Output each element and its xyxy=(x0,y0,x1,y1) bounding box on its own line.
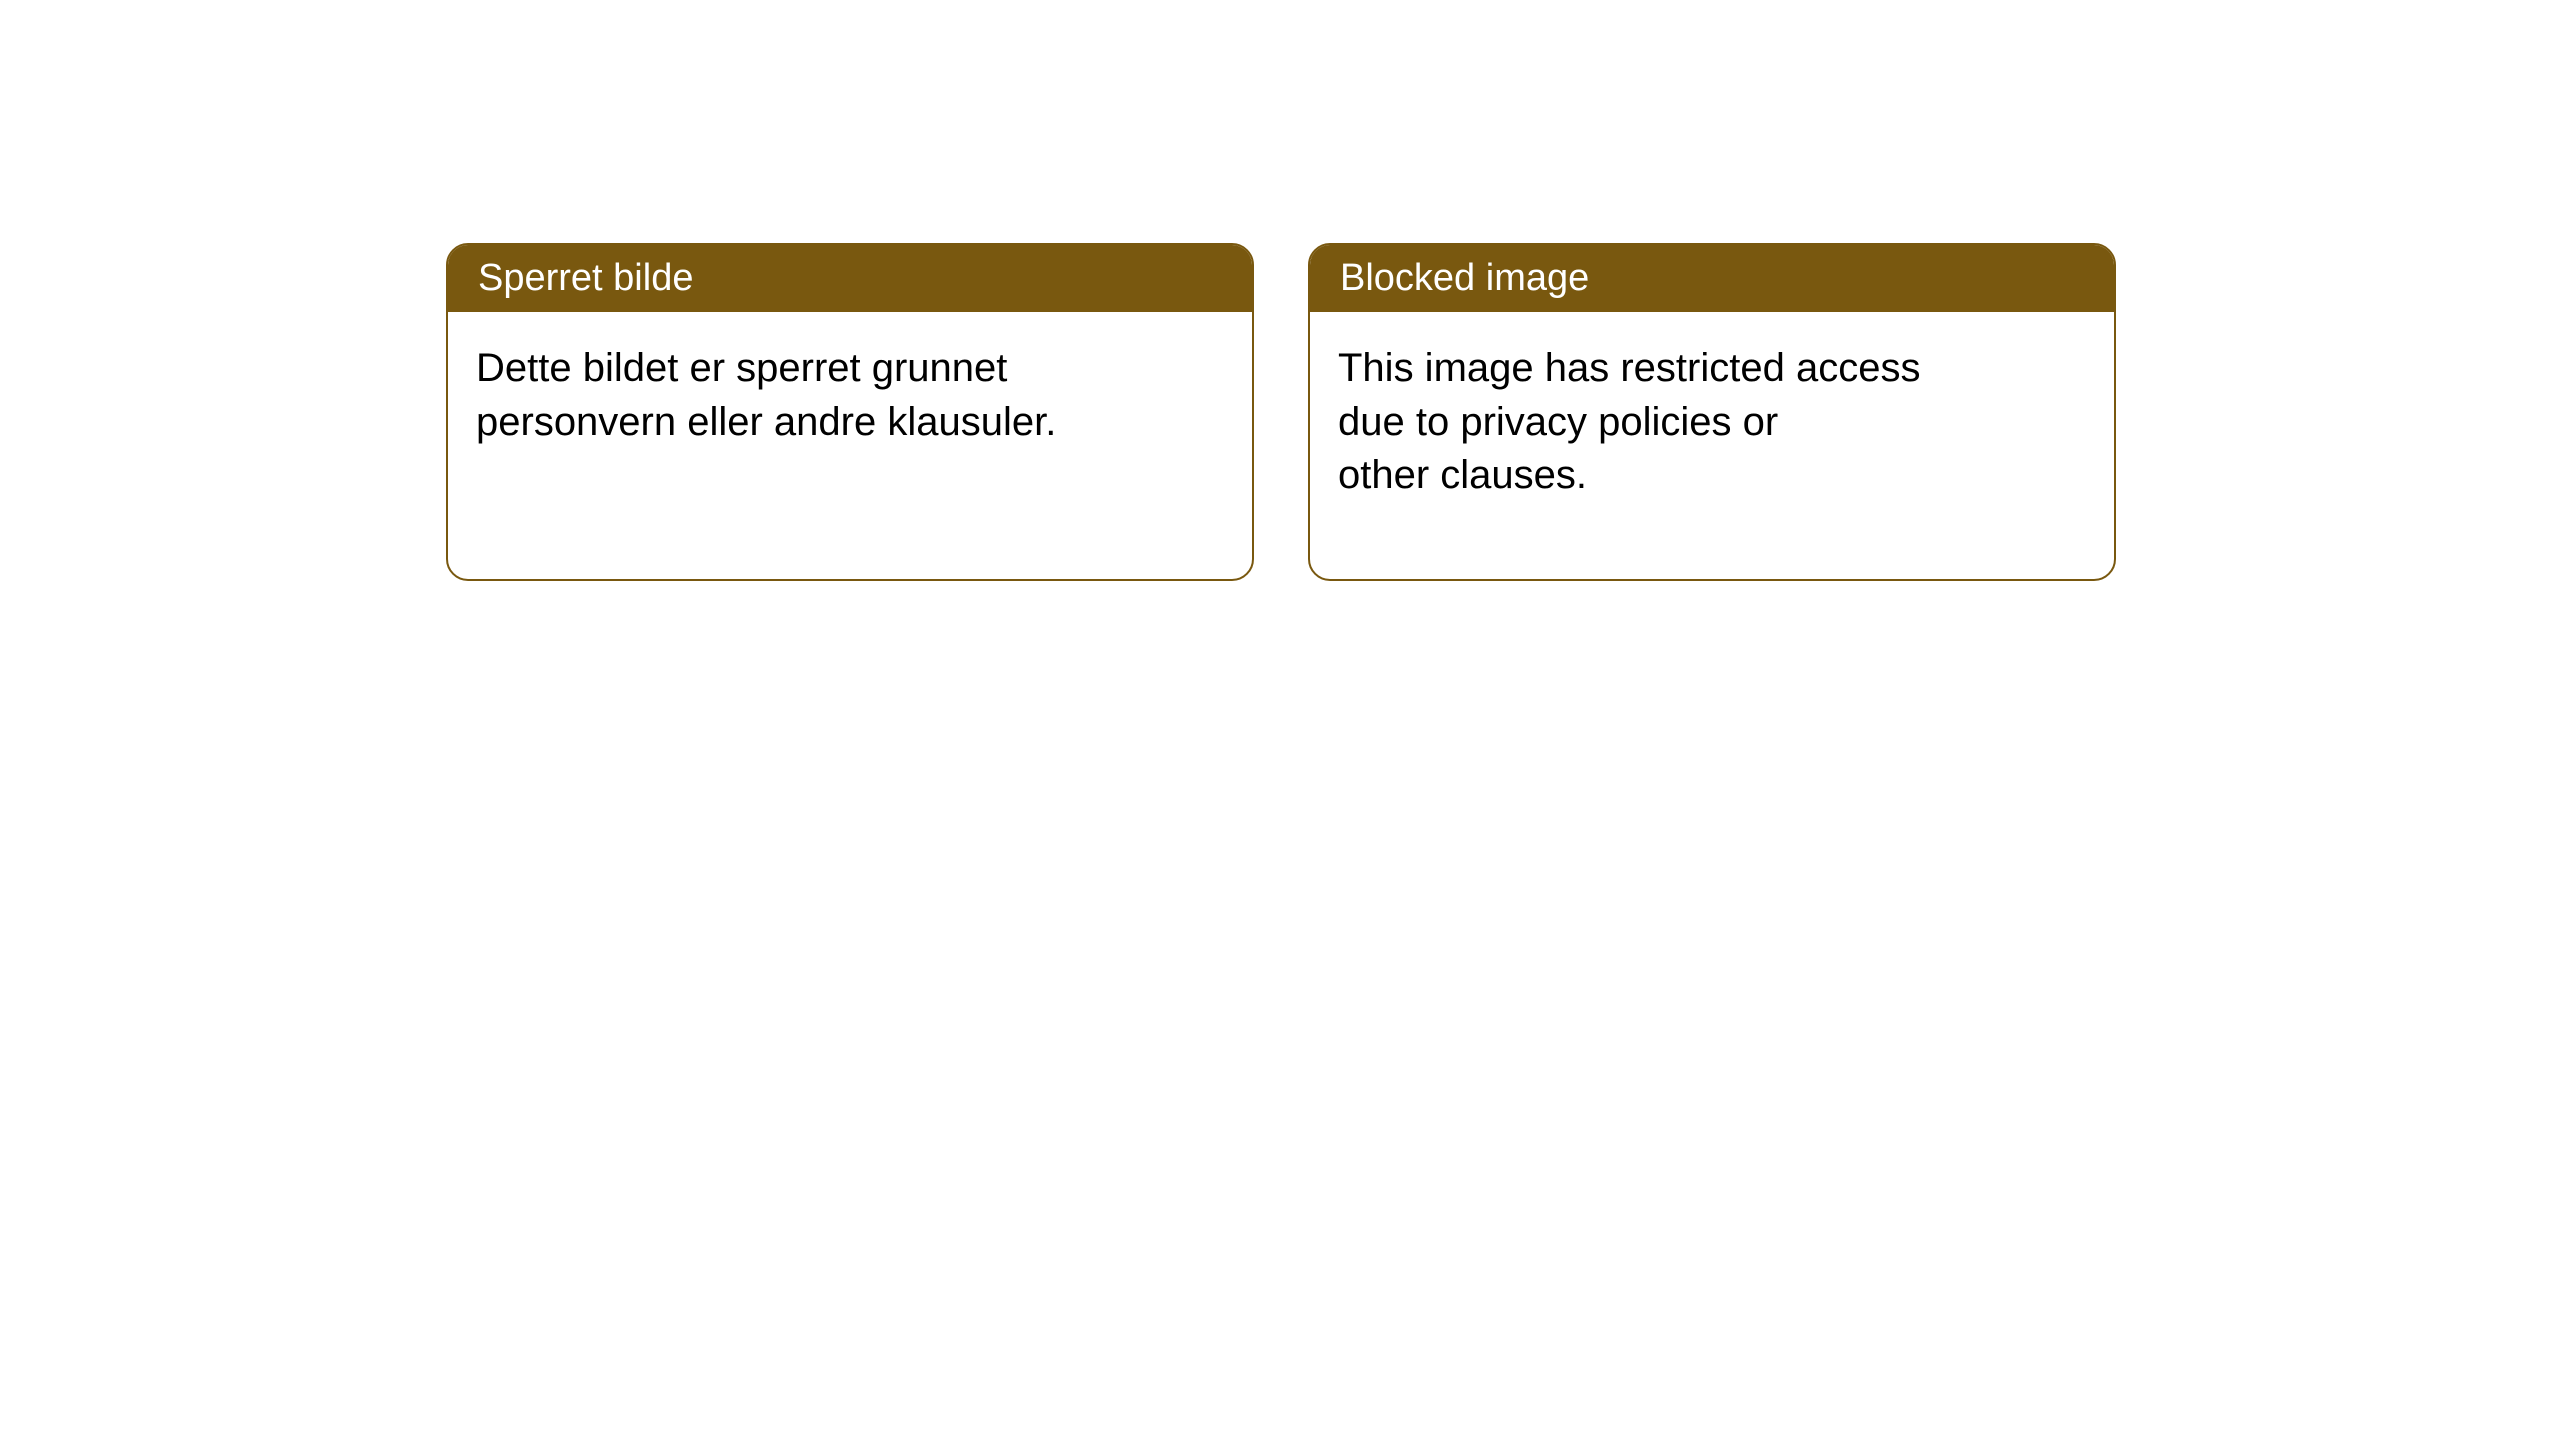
card-body-text: This image has restricted access due to … xyxy=(1338,346,1920,496)
card-body: Dette bildet er sperret grunnet personve… xyxy=(448,312,1148,478)
notice-card-norwegian: Sperret bilde Dette bildet er sperret gr… xyxy=(446,243,1254,581)
card-title: Sperret bilde xyxy=(478,257,693,299)
notice-card-english: Blocked image This image has restricted … xyxy=(1308,243,2116,581)
card-body: This image has restricted access due to … xyxy=(1310,312,2010,532)
card-title: Blocked image xyxy=(1340,257,1589,299)
card-header: Blocked image xyxy=(1310,245,2114,312)
card-body-text: Dette bildet er sperret grunnet personve… xyxy=(476,346,1056,443)
card-header: Sperret bilde xyxy=(448,245,1252,312)
